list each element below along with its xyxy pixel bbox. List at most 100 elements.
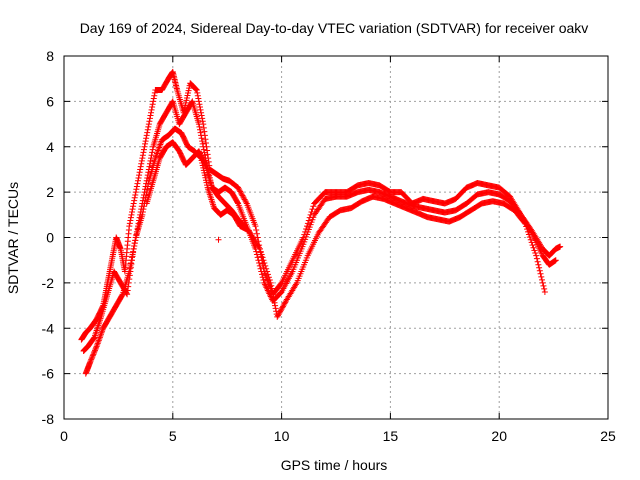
- data-marker: [135, 174, 142, 181]
- data-marker: [200, 143, 207, 150]
- x-tick-label: 25: [600, 428, 616, 444]
- data-marker: [195, 98, 202, 105]
- data-marker: [275, 311, 282, 318]
- data-marker: [123, 290, 130, 297]
- x-tick-label: 15: [383, 428, 399, 444]
- data-marker: [256, 262, 263, 269]
- data-marker: [274, 312, 281, 319]
- data-marker: [259, 271, 266, 278]
- y-tick-label: 6: [46, 93, 54, 109]
- data-marker: [272, 302, 279, 309]
- data-marker: [264, 268, 271, 275]
- data-marker: [126, 265, 133, 272]
- data-marker: [539, 279, 546, 286]
- data-marker: [201, 152, 208, 159]
- y-tick-label: 4: [46, 139, 54, 155]
- data-marker: [138, 157, 145, 164]
- data-marker: [140, 146, 147, 153]
- data-marker: [197, 126, 203, 133]
- data-marker: [130, 248, 137, 255]
- data-marker: [256, 245, 263, 252]
- data-marker: [277, 307, 284, 314]
- data-marker: [144, 126, 151, 133]
- data-marker: [142, 138, 149, 145]
- data-marker: [149, 149, 156, 156]
- data-marker: [304, 220, 311, 227]
- data-marker: [126, 223, 133, 230]
- data-marker: [131, 243, 138, 250]
- data-marker: [198, 112, 205, 119]
- data-marker: [136, 169, 143, 176]
- data-marker: [139, 155, 146, 162]
- data-marker: [529, 242, 536, 249]
- data-marker: [523, 223, 530, 230]
- data-marker: [93, 344, 100, 351]
- data-marker: [552, 257, 559, 264]
- data-marker: [557, 243, 564, 250]
- data-marker: [259, 274, 266, 281]
- data-marker: [268, 285, 275, 292]
- data-marker: [303, 225, 310, 232]
- data-marker: [192, 85, 199, 92]
- data-marker: [195, 121, 202, 128]
- data-marker: [92, 347, 99, 354]
- data-marker: [139, 211, 146, 218]
- data-marker: [143, 132, 150, 139]
- data-marker: [129, 208, 135, 215]
- data-marker: [145, 121, 152, 128]
- data-marker: [525, 228, 532, 235]
- data-marker: [538, 273, 545, 280]
- data-marker: [129, 254, 135, 261]
- data-marker: [134, 180, 141, 187]
- data-marker: [241, 223, 248, 230]
- data-marker: [254, 234, 261, 241]
- data-marker: [204, 151, 211, 158]
- data-marker: [137, 166, 144, 173]
- data-marker: [126, 220, 133, 227]
- data-marker: [134, 177, 141, 184]
- x-tick-label: 20: [491, 428, 507, 444]
- data-marker: [88, 355, 95, 362]
- data-marker: [126, 268, 133, 275]
- data-marker: [528, 239, 535, 246]
- data-marker: [236, 187, 243, 194]
- data-marker: [258, 251, 265, 258]
- data-marker: [200, 146, 207, 153]
- data-marker: [198, 109, 205, 116]
- data-marker: [524, 226, 531, 233]
- data-marker: [144, 129, 151, 136]
- data-marker: [145, 180, 152, 187]
- data-marker: [269, 291, 276, 298]
- data-marker: [149, 146, 156, 153]
- x-tick-label: 10: [274, 428, 290, 444]
- data-marker: [235, 184, 242, 191]
- data-marker: [258, 268, 265, 275]
- data-marker: [260, 257, 267, 264]
- data-marker: [265, 271, 271, 278]
- data-marker: [256, 260, 263, 267]
- data-marker: [534, 258, 541, 265]
- data-marker: [197, 104, 203, 111]
- data-marker: [132, 189, 139, 196]
- data-marker: [132, 237, 139, 244]
- data-marker: [128, 257, 135, 264]
- data-marker: [263, 265, 270, 272]
- data-marker: [303, 223, 310, 230]
- data-marker: [146, 115, 153, 122]
- data-marker: [129, 251, 136, 258]
- data-marker: [127, 214, 134, 221]
- data-marker: [130, 245, 137, 252]
- data-marker: [240, 195, 247, 202]
- data-marker: [537, 270, 544, 277]
- data-marker: [265, 274, 272, 281]
- data-marker: [202, 136, 209, 143]
- data-marker: [278, 305, 285, 312]
- data-marker: [90, 350, 97, 357]
- data-marker: [150, 98, 157, 105]
- data-marker: [91, 348, 98, 355]
- data-marker: [241, 196, 248, 203]
- data-marker: [130, 200, 137, 207]
- data-marker: [196, 101, 203, 108]
- data-marker: [242, 197, 249, 204]
- data-marker: [267, 279, 274, 286]
